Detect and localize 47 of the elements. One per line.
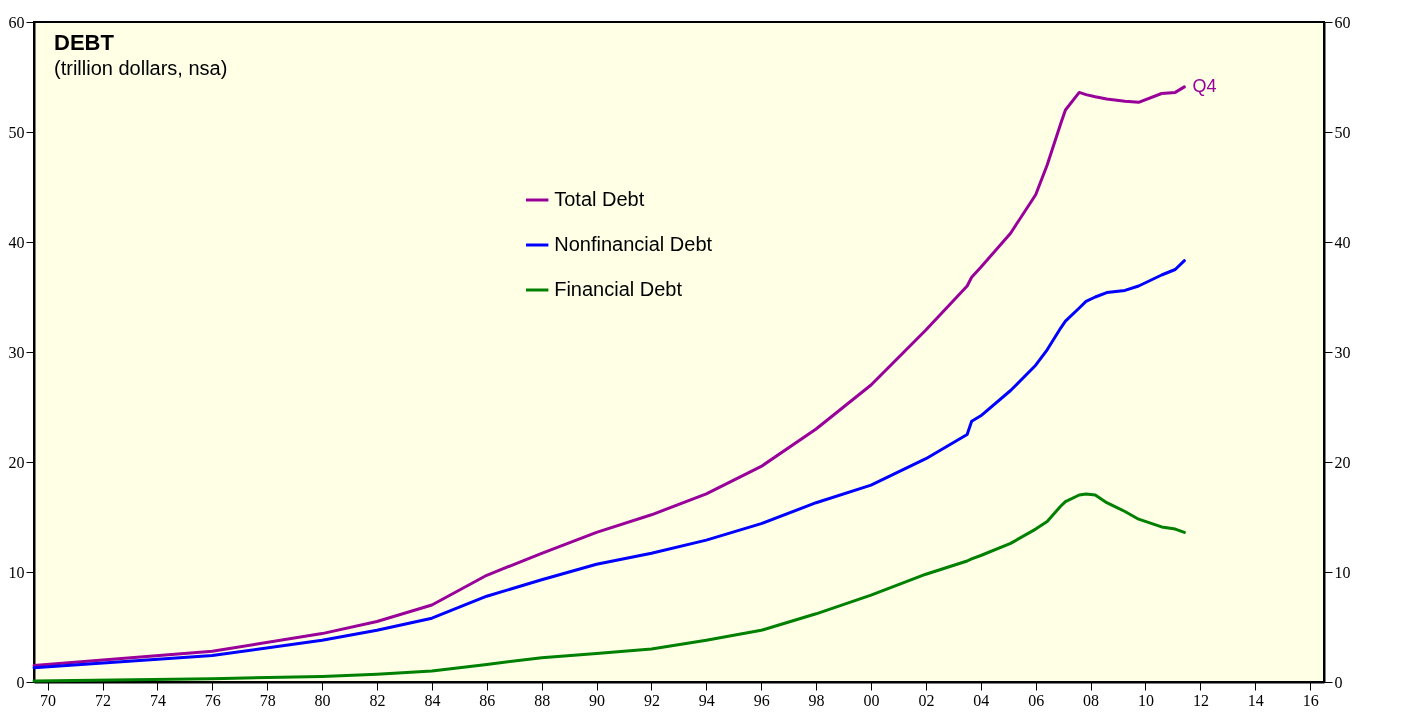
x-tick-label: 94 bbox=[698, 691, 715, 709]
x-tick-label: 98 bbox=[808, 691, 825, 709]
y-tick-label: 40 bbox=[8, 233, 25, 251]
x-tick-label: 90 bbox=[589, 691, 606, 709]
x-tick-label: 72 bbox=[95, 691, 112, 709]
x-tick-label: 80 bbox=[314, 691, 331, 709]
legend-label: Financial Debt bbox=[554, 278, 683, 300]
y-tick-label: 20 bbox=[8, 453, 25, 471]
y2-tick-label: 10 bbox=[1334, 563, 1351, 581]
x-tick-label: 06 bbox=[1028, 691, 1045, 709]
x-tick-label: 70 bbox=[40, 691, 57, 709]
text: (trillion dollars, nsa) bbox=[54, 57, 228, 79]
x-tick-label: 82 bbox=[369, 691, 386, 709]
x-tick-label: 12 bbox=[1192, 691, 1209, 709]
x-tick-label: 14 bbox=[1247, 691, 1264, 709]
x-tick-label: 86 bbox=[479, 691, 496, 709]
line-series bbox=[32, 259, 1186, 670]
y2-tick-label: 30 bbox=[1334, 343, 1351, 361]
y2-tick-label: 20 bbox=[1334, 453, 1351, 471]
line-series bbox=[32, 492, 1186, 683]
y2-tick-label: 40 bbox=[1334, 233, 1351, 251]
x-tick-label: 02 bbox=[918, 691, 935, 709]
annotation: Q4 bbox=[1192, 75, 1217, 96]
y-tick-label: 10 bbox=[8, 563, 25, 581]
line-series bbox=[32, 85, 1186, 667]
x-tick-label: 96 bbox=[753, 691, 770, 709]
x-tick-label: 76 bbox=[204, 691, 221, 709]
x-tick-label: 08 bbox=[1083, 691, 1100, 709]
x-tick-label: 74 bbox=[149, 691, 166, 709]
chart-title: DEBT bbox=[54, 30, 115, 55]
x-tick-label: 00 bbox=[863, 691, 880, 709]
x-tick-label: 16 bbox=[1302, 691, 1319, 709]
x-tick-label: 88 bbox=[534, 691, 551, 709]
x-tick-label: 78 bbox=[259, 691, 276, 709]
y-tick-label: 60 bbox=[8, 13, 25, 31]
x-tick-label: 04 bbox=[973, 691, 990, 709]
y-tick-label: 50 bbox=[8, 123, 25, 141]
x-tick-label: 10 bbox=[1137, 691, 1154, 709]
y2-tick-label: 60 bbox=[1334, 13, 1351, 31]
x-tick-label: 92 bbox=[643, 691, 660, 709]
y2-tick-label: 0 bbox=[1334, 673, 1343, 691]
x-tick-label: 84 bbox=[424, 691, 441, 709]
y-tick-label: 30 bbox=[8, 343, 25, 361]
y2-tick-label: 50 bbox=[1334, 123, 1351, 141]
legend-label: Total Debt bbox=[554, 188, 645, 210]
y-tick-label: 0 bbox=[16, 673, 25, 691]
legend-label: Nonfinancial Debt bbox=[554, 233, 713, 255]
